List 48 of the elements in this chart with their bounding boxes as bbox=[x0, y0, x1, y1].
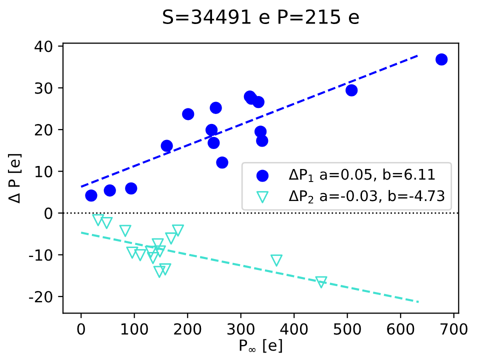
y-axis-title: Δ P [e] bbox=[8, 154, 22, 204]
point bbox=[270, 254, 283, 267]
point bbox=[216, 156, 228, 169]
point bbox=[126, 246, 138, 259]
y-tick-label: 40 bbox=[34, 40, 52, 52]
point bbox=[346, 84, 358, 96]
x-tick-label: 500 bbox=[334, 323, 361, 335]
point bbox=[119, 224, 132, 238]
point bbox=[159, 263, 172, 276]
point bbox=[160, 140, 173, 152]
point bbox=[125, 182, 138, 194]
legend-label: ΔP$_{2}$ a=-0.03, b=-4.73 bbox=[288, 190, 444, 204]
x-tick-label: 700 bbox=[440, 323, 468, 335]
point bbox=[154, 245, 166, 258]
point bbox=[134, 249, 146, 262]
point bbox=[146, 252, 160, 264]
x-tick-label: 300 bbox=[227, 323, 254, 335]
y-tick-label: 0 bbox=[44, 208, 52, 220]
point bbox=[252, 96, 264, 108]
point bbox=[315, 276, 328, 288]
point bbox=[104, 184, 116, 197]
point bbox=[92, 214, 104, 226]
y-tick-label: -20 bbox=[29, 290, 52, 303]
point bbox=[85, 189, 98, 202]
point bbox=[436, 53, 448, 66]
point bbox=[153, 266, 166, 278]
x-tick-label: 100 bbox=[121, 323, 148, 335]
legend-label: ΔP$_{1}$ a=0.05, b=6.11 bbox=[288, 168, 435, 182]
point bbox=[152, 238, 164, 250]
point bbox=[182, 108, 194, 120]
point bbox=[172, 224, 184, 237]
chart-title: S=34491 e P=215 e bbox=[163, 9, 359, 24]
point bbox=[208, 136, 220, 150]
y-tick-label: 30 bbox=[35, 82, 52, 94]
x-tick-label: 200 bbox=[174, 323, 202, 335]
point bbox=[205, 124, 218, 136]
y-tick-label: -10 bbox=[29, 249, 52, 261]
y-tick-label: 10 bbox=[36, 166, 52, 178]
point bbox=[165, 232, 178, 245]
x-axis-title: P$_{∞}$ [e] bbox=[240, 339, 282, 353]
point bbox=[144, 246, 157, 258]
x-tick-label: 0 bbox=[77, 323, 85, 335]
point bbox=[100, 216, 113, 230]
y-tick-label: 20 bbox=[34, 124, 52, 136]
x-tick-label: 600 bbox=[387, 323, 414, 335]
point bbox=[210, 102, 222, 114]
point bbox=[256, 134, 268, 147]
x-tick-label: 400 bbox=[280, 323, 308, 335]
